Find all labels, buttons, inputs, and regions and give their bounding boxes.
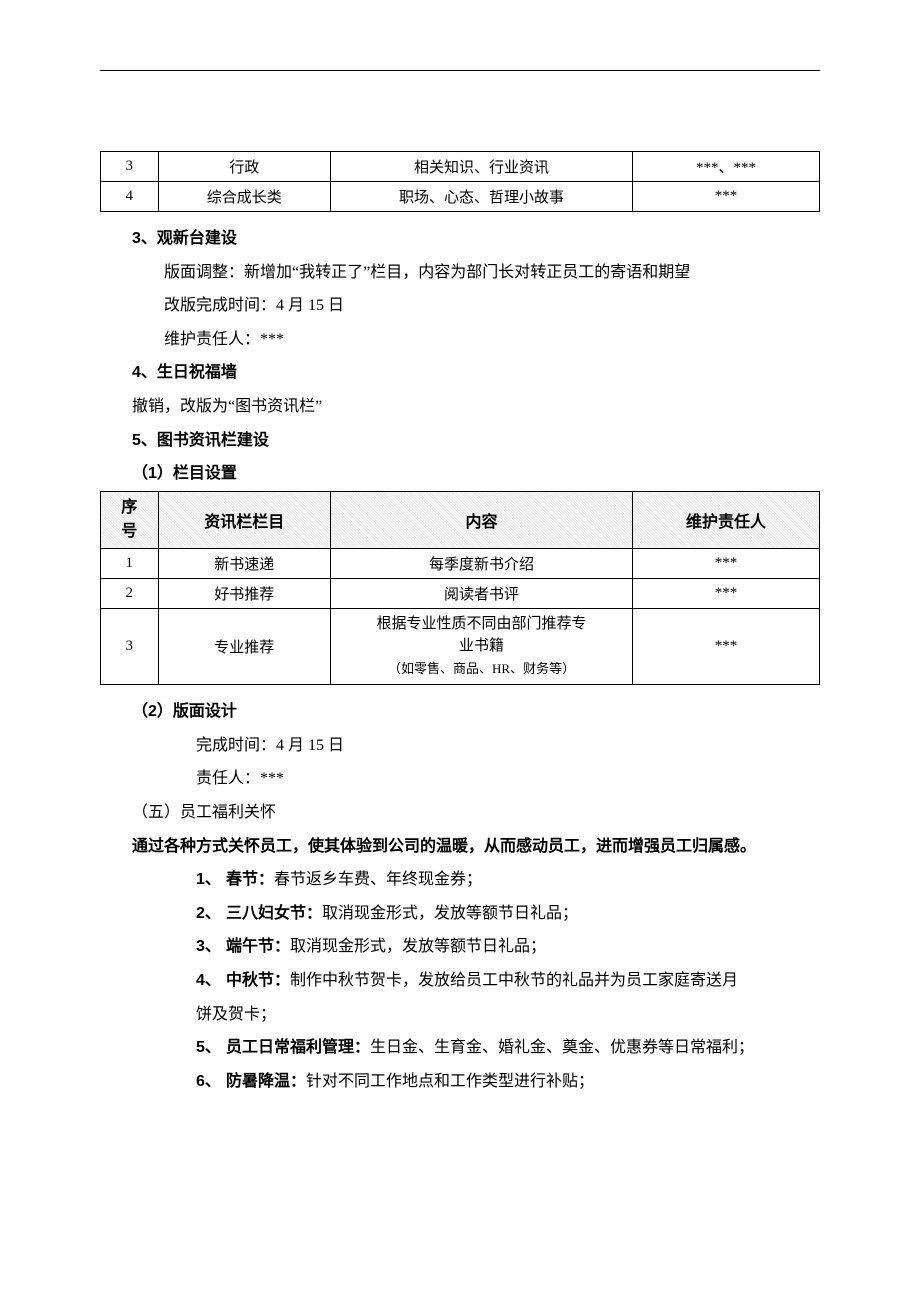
li-body: 取消现金形式，发放等额节日礼品；: [322, 905, 578, 922]
cell: 每季度新书介绍: [331, 548, 633, 578]
table-row: 1 新书速递 每季度新书介绍 ***: [101, 548, 820, 578]
list-item-cont: 饼及贺卡；: [164, 998, 820, 1032]
cell: 职场、心态、哲理小故事: [331, 182, 633, 212]
cell: 好书推荐: [158, 578, 331, 608]
li-num: 4、: [196, 964, 222, 998]
cell-line: （如零售、商品、HR、财务等）: [388, 661, 575, 676]
para: 撤销，改版为“图书资讯栏”: [100, 390, 820, 424]
heading-5-2: （2）版面设计: [100, 695, 820, 729]
table-row: 3 专业推荐 根据专业性质不同由部门推荐专 业书籍 （如零售、商品、HR、财务等…: [101, 608, 820, 685]
table-row: 3 行政 相关知识、行业资讯 ***、***: [101, 152, 820, 182]
hdr: 号: [121, 523, 137, 540]
list-item: 2、 三八妇女节：取消现金形式，发放等额节日礼品；: [100, 897, 820, 931]
strong-para: 通过各种方式关怀员工，使其体验到公司的温暖，从而感动员工，进而增强员工归属感。: [100, 830, 820, 864]
page-top-rule: [100, 70, 820, 71]
cell-num: 1: [101, 548, 159, 578]
para: 维护责任人：***: [100, 323, 820, 357]
cell: ***、***: [633, 152, 820, 182]
cell: ***: [633, 608, 820, 685]
heading-5: 5、图书资讯栏建设: [100, 424, 820, 458]
cell: ***: [633, 182, 820, 212]
li-title: 防暑降温：: [226, 1073, 306, 1090]
li-num: 6、: [196, 1065, 222, 1099]
cell-num: 4: [101, 182, 159, 212]
heading-3: 3、观新台建设: [100, 222, 820, 256]
cell-line: 根据专业性质不同由部门推荐专: [377, 616, 587, 632]
heading-five: （五）员工福利关怀: [100, 796, 820, 830]
table-row: 4 综合成长类 职场、心态、哲理小故事 ***: [101, 182, 820, 212]
heading-5-1: （1）栏目设置: [100, 457, 820, 491]
col-header: 序 号: [101, 491, 159, 548]
para: 改版完成时间：4 月 15 日: [100, 289, 820, 323]
li-title: 端午节：: [226, 938, 290, 955]
cell-num: 3: [101, 152, 159, 182]
list-item: 1、 春节：春节返乡车费、年终现金券；: [100, 863, 820, 897]
list-item: 6、 防暑降温：针对不同工作地点和工作类型进行补贴；: [100, 1065, 820, 1099]
cell: 阅读者书评: [331, 578, 633, 608]
li-title: 三八妇女节：: [226, 905, 322, 922]
cell-num: 3: [101, 608, 159, 685]
cell: 根据专业性质不同由部门推荐专 业书籍 （如零售、商品、HR、财务等）: [331, 608, 633, 685]
cell: 新书速递: [158, 548, 331, 578]
cell: 综合成长类: [158, 182, 331, 212]
li-num: 5、: [196, 1031, 222, 1065]
list-item: 3、 端午节：取消现金形式，发放等额节日礼品；: [100, 930, 820, 964]
li-title: 春节：: [226, 871, 274, 888]
col-header: 资讯栏栏目: [158, 491, 331, 548]
col-header: 维护责任人: [633, 491, 820, 548]
table-header-row: 序 号 资讯栏栏目 内容 维护责任人: [101, 491, 820, 548]
li-body: 春节返乡车费、年终现金券；: [274, 871, 482, 888]
li-body: 针对不同工作地点和工作类型进行补贴；: [306, 1073, 594, 1090]
para: 完成时间：4 月 15 日: [100, 729, 820, 763]
cell: 行政: [158, 152, 331, 182]
cell: 专业推荐: [158, 608, 331, 685]
li-num: 1、: [196, 863, 222, 897]
heading-4: 4、生日祝福墙: [100, 356, 820, 390]
list-item: 4、 中秋节：制作中秋节贺卡，发放给员工中秋节的礼品并为员工家庭寄送月: [100, 964, 820, 998]
li-title: 员工日常福利管理：: [226, 1039, 370, 1056]
table-2: 序 号 资讯栏栏目 内容 维护责任人 1 新书速递 每季度新书介绍 *** 2 …: [100, 491, 820, 686]
list-item: 5、 员工日常福利管理：生日金、生育金、婚礼金、奠金、优惠券等日常福利；: [100, 1031, 820, 1065]
cell: 相关知识、行业资讯: [331, 152, 633, 182]
table-row: 2 好书推荐 阅读者书评 ***: [101, 578, 820, 608]
cell: ***: [633, 578, 820, 608]
li-title: 中秋节：: [226, 972, 290, 989]
cell-num: 2: [101, 578, 159, 608]
strong-text: 通过各种方式关怀员工，使其体验到公司的温暖，从而感动员工，进而增强员工归属感。: [132, 838, 756, 855]
li-num: 3、: [196, 930, 222, 964]
para: 版面调整：新增加“我转正了”栏目，内容为部门长对转正员工的寄语和期望: [100, 256, 820, 290]
table-1: 3 行政 相关知识、行业资讯 ***、*** 4 综合成长类 职场、心态、哲理小…: [100, 151, 820, 212]
li-num: 2、: [196, 897, 222, 931]
cell: ***: [633, 548, 820, 578]
cell-line: 业书籍: [459, 638, 504, 654]
li-body: 取消现金形式，发放等额节日礼品；: [290, 938, 546, 955]
para: 责任人：***: [100, 762, 820, 796]
li-body: 制作中秋节贺卡，发放给员工中秋节的礼品并为员工家庭寄送月: [290, 972, 738, 989]
col-header: 内容: [331, 491, 633, 548]
hdr: 序: [121, 499, 137, 516]
li-body: 生日金、生育金、婚礼金、奠金、优惠券等日常福利；: [370, 1039, 754, 1056]
